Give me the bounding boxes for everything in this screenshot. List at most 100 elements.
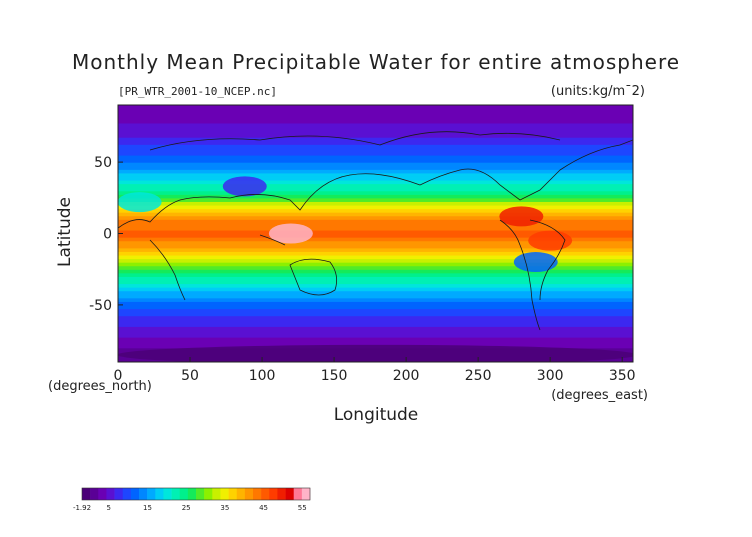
x-tick-label: 300	[537, 368, 564, 384]
colorbar-tick-label: 5	[107, 504, 111, 512]
zonal-band	[118, 140, 633, 145]
feature-region	[118, 344, 633, 362]
colorbar-swatch	[130, 488, 140, 500]
zonal-band	[118, 294, 633, 299]
y-tick-label: 50	[94, 155, 112, 171]
colorbar-swatch	[220, 488, 229, 500]
zonal-band	[118, 247, 633, 252]
zonal-band	[118, 176, 633, 181]
zonal-band	[118, 276, 633, 281]
coastline-overlay	[118, 131, 633, 331]
zonal-band	[118, 137, 633, 142]
colorbar-swatch	[244, 488, 254, 500]
zonal-band	[118, 222, 633, 227]
zonal-band	[118, 119, 633, 124]
colorbar-tick-label: 55	[298, 504, 307, 512]
colorbar-swatch	[228, 488, 238, 500]
zonal-band	[118, 287, 633, 292]
zonal-band	[118, 162, 633, 167]
zonal-band	[118, 290, 633, 295]
zonal-band	[118, 215, 633, 220]
zonal-band	[118, 219, 633, 224]
zonal-band	[118, 258, 633, 263]
colorbar-tick-label: 45	[259, 504, 268, 512]
zonal-band	[118, 147, 633, 153]
feature-region	[222, 176, 267, 197]
zonal-band	[118, 169, 633, 174]
zonal-band	[118, 233, 633, 238]
colorbar-swatch	[293, 488, 303, 500]
zonal-band	[118, 129, 633, 135]
colorbar-swatch	[155, 488, 164, 500]
x-tick-label: 150	[321, 368, 348, 384]
x-tick-label: 100	[249, 368, 276, 384]
zonal-band	[118, 154, 633, 160]
zonal-band	[118, 244, 633, 249]
zonal-band	[118, 254, 633, 260]
zonal-band	[118, 212, 633, 217]
zonal-band	[118, 265, 633, 270]
x-tick-label: 50	[181, 368, 199, 384]
colorbar-swatch	[196, 488, 205, 500]
zonal-band	[118, 237, 633, 242]
zonal-band	[118, 229, 633, 235]
x-tick-label: 200	[393, 368, 420, 384]
zonal-band	[118, 112, 633, 117]
feature-region	[118, 192, 162, 213]
colorbar-swatch	[285, 488, 295, 500]
zonal-band	[118, 279, 633, 285]
zonal-band	[118, 272, 633, 277]
zonal-band	[118, 126, 633, 131]
colorbar-swatch	[253, 488, 262, 500]
zonal-band	[118, 240, 633, 245]
zonal-band	[118, 301, 633, 306]
colorbar-swatch	[179, 488, 189, 500]
colorbar-swatch	[98, 488, 107, 500]
x-axis-title: Longitude	[334, 405, 419, 425]
colorbar-swatch	[187, 488, 197, 500]
y-axis-title: Latitude	[55, 197, 75, 267]
zonal-band	[118, 108, 633, 113]
y-tick-label: 0	[103, 227, 112, 243]
feature-region	[528, 230, 573, 251]
zonal-band	[118, 304, 633, 310]
file-label: [PR_WTR_2001-10_NCEP.nc]	[118, 85, 277, 98]
zonal-band	[118, 297, 633, 302]
zonal-band	[118, 187, 633, 192]
x-axis-ticks: 0 50 100 150 200 250 300 350	[114, 357, 636, 384]
zonal-band	[118, 312, 633, 317]
zonal-band	[118, 197, 633, 202]
zonal-band	[118, 190, 633, 195]
zonal-band	[118, 308, 633, 313]
zonal-band	[118, 144, 633, 149]
zonal-band	[118, 315, 633, 320]
colorbar-tick-labels: -1.92 5 15 25 35 45 55	[73, 504, 307, 512]
zonal-band	[118, 333, 633, 338]
colorbar-swatch	[114, 488, 124, 500]
zonal-band	[118, 329, 633, 335]
zonal-band	[118, 204, 633, 210]
colorbar-swatch	[139, 488, 148, 500]
x-tick-label: 0	[114, 368, 123, 384]
zonal-band	[118, 337, 633, 342]
regional-features	[118, 176, 633, 362]
colorbar-frame	[81, 487, 311, 501]
zonal-band	[118, 165, 633, 170]
zonal-band	[118, 208, 633, 213]
colorbar-swatch	[236, 488, 246, 500]
zonal-band	[118, 283, 633, 288]
colorbar-swatch	[171, 488, 181, 500]
zonal-band	[118, 262, 633, 267]
colorbar-swatch	[106, 488, 115, 500]
colorbar-swatch	[90, 488, 99, 500]
y-axis-ticks: -50 0 50	[89, 155, 123, 314]
zonal-band	[118, 105, 633, 110]
zonal-band	[118, 226, 633, 231]
zonal-band	[118, 172, 633, 177]
colorbar-tick-label: 35	[220, 504, 229, 512]
zonal-band	[118, 251, 633, 256]
colorbar-swatch	[212, 488, 221, 500]
zonal-band	[118, 194, 633, 199]
y-tick-label: -50	[89, 298, 112, 314]
colorbar-swatch	[82, 488, 91, 500]
